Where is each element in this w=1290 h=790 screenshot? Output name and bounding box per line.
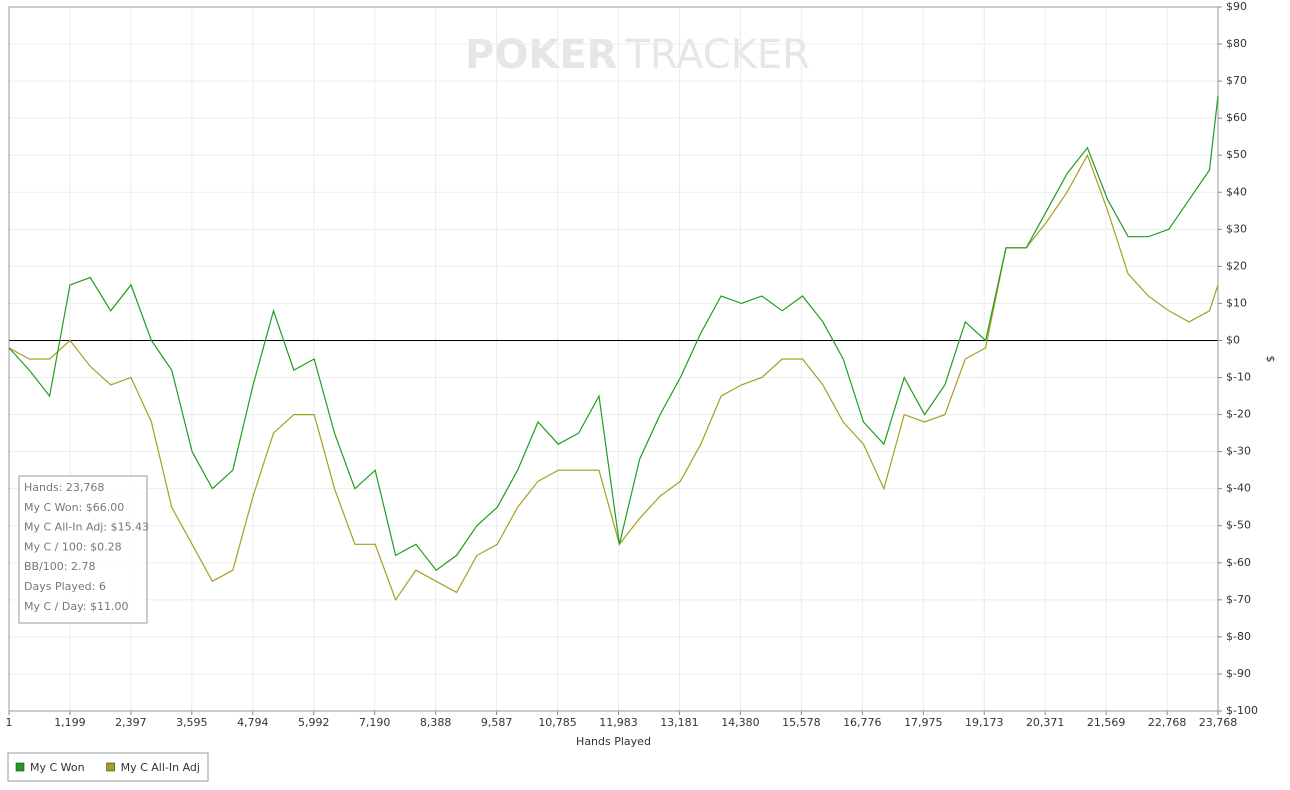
x-tick-label: 3,595 bbox=[176, 716, 208, 729]
info-line: My C All-In Adj: $15.43 bbox=[24, 521, 149, 534]
y-tick-label: $90 bbox=[1226, 0, 1247, 13]
x-tick-label: 20,371 bbox=[1026, 716, 1065, 729]
y-tick-label: $70 bbox=[1226, 74, 1247, 87]
y-axis-title: $ bbox=[1264, 356, 1277, 363]
x-tick-label: 11,983 bbox=[599, 716, 638, 729]
watermark-part: POKER bbox=[465, 32, 617, 78]
x-tick-label: 15,578 bbox=[782, 716, 821, 729]
watermark-part: TRACKER bbox=[624, 32, 810, 78]
x-tick-label: 1 bbox=[6, 716, 13, 729]
y-tick-label: $-40 bbox=[1226, 482, 1251, 495]
x-axis-title: Hands Played bbox=[576, 735, 651, 748]
y-tick-label: $10 bbox=[1226, 296, 1247, 309]
legend-label: My C Won bbox=[30, 761, 85, 774]
x-tick-label: 5,992 bbox=[298, 716, 330, 729]
info-line: BB/100: 2.78 bbox=[24, 560, 96, 573]
y-tick-label: $0 bbox=[1226, 333, 1240, 346]
info-line: Hands: 23,768 bbox=[24, 481, 104, 494]
x-tick-label: 1,199 bbox=[54, 716, 86, 729]
y-tick-label: $80 bbox=[1226, 37, 1247, 50]
y-tick-label: $-90 bbox=[1226, 667, 1251, 680]
x-tick-label: 10,785 bbox=[538, 716, 577, 729]
info-line: My C / 100: $0.28 bbox=[24, 540, 122, 553]
y-tick-label: $20 bbox=[1226, 259, 1247, 272]
x-tick-label: 13,181 bbox=[660, 716, 699, 729]
y-tick-label: $-20 bbox=[1226, 408, 1251, 421]
y-tick-label: $-100 bbox=[1226, 704, 1258, 717]
y-tick-label: $40 bbox=[1226, 185, 1247, 198]
x-tick-label: 16,776 bbox=[843, 716, 882, 729]
info-line: My C Won: $66.00 bbox=[24, 501, 124, 514]
x-tick-label: 7,190 bbox=[359, 716, 391, 729]
x-tick-label: 23,768 bbox=[1199, 716, 1238, 729]
y-tick-label: $-10 bbox=[1226, 371, 1251, 384]
info-line: My C / Day: $11.00 bbox=[24, 600, 129, 613]
legend-swatch bbox=[106, 762, 115, 772]
x-tick-label: 17,975 bbox=[904, 716, 943, 729]
y-tick-label: $-30 bbox=[1226, 445, 1251, 458]
legend-swatch bbox=[15, 762, 25, 772]
x-tick-label: 21,569 bbox=[1087, 716, 1126, 729]
data-line bbox=[8, 95, 1219, 572]
y-tick-label: $60 bbox=[1226, 111, 1247, 124]
x-tick-label: 22,768 bbox=[1148, 716, 1187, 729]
x-tick-label: 9,587 bbox=[481, 716, 513, 729]
x-tick-label: 2,397 bbox=[115, 716, 147, 729]
x-tick-label: 14,380 bbox=[721, 716, 760, 729]
info-line: Days Played: 6 bbox=[24, 580, 106, 593]
x-tick-label: 8,388 bbox=[420, 716, 452, 729]
watermark: POKER TRACKER bbox=[465, 32, 810, 78]
y-tick-label: $-50 bbox=[1226, 519, 1251, 532]
y-tick-label: $30 bbox=[1226, 222, 1247, 235]
y-tick-label: $-80 bbox=[1226, 630, 1251, 643]
y-tick-label: $-60 bbox=[1226, 556, 1251, 569]
y-tick-label: $50 bbox=[1226, 148, 1247, 161]
plot-border bbox=[8, 6, 1219, 712]
info-box bbox=[18, 475, 148, 624]
x-tick-label: 4,794 bbox=[237, 716, 269, 729]
x-tick-label: 19,173 bbox=[965, 716, 1004, 729]
legend-label: My C All-In Adj bbox=[121, 761, 200, 774]
y-tick-label: $-70 bbox=[1226, 593, 1251, 606]
